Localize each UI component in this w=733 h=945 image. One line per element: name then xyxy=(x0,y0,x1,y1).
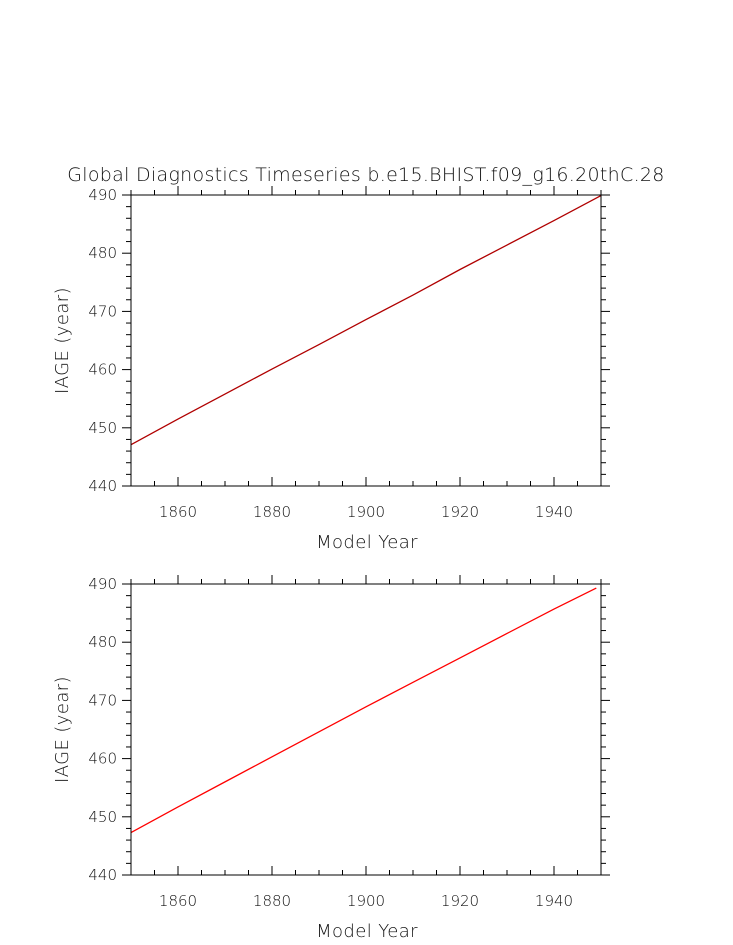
plot-panel-1: 1860 1880 1900 1920 1940 440 450 460 470 480 490 Mo… xyxy=(52,186,610,553)
x-tick-label: 1900 xyxy=(347,503,385,521)
x-tick-label: 1940 xyxy=(535,892,573,910)
y-tick-label: 460 xyxy=(88,750,117,768)
x-tick-label: 1940 xyxy=(535,503,573,521)
x-tick-label: 1880 xyxy=(253,503,291,521)
y-tick-label: 470 xyxy=(88,302,117,320)
y-tick-label: 470 xyxy=(88,691,117,709)
x-tick-label: 1920 xyxy=(441,503,479,521)
y-axis-label: IAGE (year) xyxy=(52,287,73,394)
y-tick-label: 440 xyxy=(88,477,117,495)
x-tick-label: 1880 xyxy=(253,892,291,910)
series-line xyxy=(130,587,597,834)
y-tick-label: 440 xyxy=(88,866,117,884)
figure-title: Global Diagnostics Timeseries b.e15.BHIS… xyxy=(67,164,664,186)
x-axis-label: Model Year xyxy=(316,921,418,942)
y-tick-label: 450 xyxy=(88,808,117,826)
plot-panel-2: 1860 1880 1900 1920 1940 440 450 460 470 480 490 Mo… xyxy=(52,575,610,942)
x-axis-label: Model Year xyxy=(316,532,418,553)
x-tick-label: 1900 xyxy=(347,892,385,910)
y-tick-label: 490 xyxy=(88,575,117,593)
y-axis-label: IAGE (year) xyxy=(52,676,73,783)
y-tick-label: 480 xyxy=(88,633,117,651)
y-tick-label: 490 xyxy=(88,186,117,204)
x-tick-label: 1920 xyxy=(441,892,479,910)
plot-panels: 1860 1880 1900 1920 1940 440 450 460 470 480 490 Mo… xyxy=(52,186,610,942)
x-tick-label: 1860 xyxy=(159,892,197,910)
x-tick-label: 1860 xyxy=(159,503,197,521)
y-tick-label: 480 xyxy=(88,244,117,262)
y-tick-label: 460 xyxy=(88,361,117,379)
y-tick-label: 450 xyxy=(88,419,117,437)
series-line xyxy=(130,195,602,446)
